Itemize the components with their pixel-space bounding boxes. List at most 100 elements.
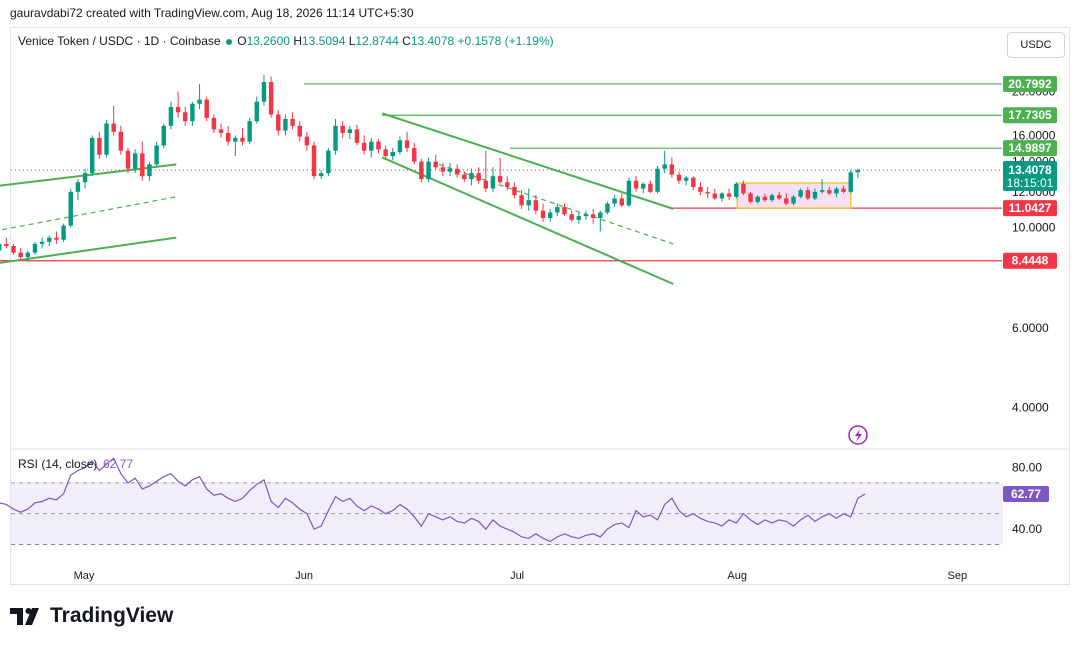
open-label: O	[237, 34, 247, 48]
candle	[734, 183, 739, 197]
candle	[691, 177, 696, 187]
rsi-tick-label: 80.00	[1012, 460, 1042, 474]
candle	[540, 210, 546, 218]
rsi-tick-label: 40.00	[1012, 522, 1042, 536]
lightning-glyph	[855, 429, 862, 442]
market-status-dot	[225, 38, 232, 45]
candle	[75, 182, 81, 192]
trendline	[0, 236, 177, 264]
candle	[791, 196, 796, 204]
bar-countdown-label: 18:15:01	[1007, 176, 1054, 190]
rsi-line	[0, 457, 866, 543]
price-tick-label: 6.0000	[1012, 321, 1049, 335]
candle	[254, 101, 260, 122]
candle	[268, 82, 274, 115]
trendline	[0, 163, 177, 187]
close-label: C	[402, 34, 411, 48]
candle	[197, 99, 202, 104]
candle	[82, 173, 88, 183]
candle	[712, 193, 718, 199]
level-price-tag	[1003, 107, 1057, 124]
candle	[776, 195, 782, 199]
candle	[633, 180, 639, 189]
high-label: H	[293, 34, 302, 48]
candle	[834, 188, 839, 194]
candle	[326, 150, 331, 174]
candle	[619, 198, 624, 206]
candle	[705, 191, 710, 194]
candle	[168, 106, 174, 126]
candle	[433, 161, 438, 168]
candle	[719, 193, 725, 199]
candle	[519, 195, 524, 206]
candle	[333, 125, 338, 151]
candle	[769, 195, 775, 201]
low-label: L	[348, 34, 356, 48]
candle	[233, 137, 238, 142]
candle	[505, 182, 510, 187]
trendline	[381, 156, 674, 285]
candle	[397, 140, 403, 153]
symbol-title[interactable]: Venice Token / USDC · 1D · Coinbase	[18, 34, 221, 48]
level-price-label: 14.9897	[1008, 141, 1052, 155]
level-price-tag	[1003, 200, 1057, 217]
level-price-label: 20.7992	[1008, 77, 1052, 91]
level-price-label: 17.7305	[1008, 108, 1052, 122]
candle	[562, 207, 567, 215]
candle	[47, 237, 52, 242]
level-price-tag	[1003, 252, 1057, 269]
candle	[569, 214, 574, 220]
candle	[25, 252, 31, 258]
time-axis-label: Sep	[948, 570, 968, 582]
consolidation-box	[736, 182, 852, 209]
low-value: 12.8744	[355, 34, 399, 48]
candle	[97, 137, 102, 155]
candle	[311, 145, 317, 177]
candle	[283, 118, 288, 131]
candle	[154, 145, 159, 165]
chart-credit: gauravdabi72 created with TradingView.co…	[10, 6, 414, 20]
candle	[369, 141, 374, 151]
candle	[175, 106, 181, 113]
candle	[132, 153, 138, 169]
time-axis-label: May	[74, 570, 95, 582]
candle	[841, 188, 846, 192]
candle	[111, 123, 116, 132]
candle	[819, 190, 825, 192]
candle	[726, 193, 732, 197]
candle	[39, 241, 45, 244]
candle	[748, 193, 753, 202]
candle	[11, 246, 16, 253]
rsi-legend-value: 62.77	[103, 457, 133, 471]
level-price-label: 8.4448	[1012, 254, 1049, 268]
close-value: 13.4078	[410, 34, 455, 48]
candle	[576, 216, 582, 220]
candle	[812, 191, 818, 199]
candle	[669, 164, 675, 175]
candle	[218, 129, 224, 133]
candle	[426, 161, 431, 180]
time-axis-label: Jun	[295, 570, 313, 582]
candle	[490, 176, 496, 189]
candle	[390, 152, 395, 157]
chart-frame	[10, 27, 1070, 585]
candle	[784, 198, 789, 204]
price-tick-label: 4.0000	[1012, 400, 1049, 414]
candle	[18, 252, 23, 258]
candle	[662, 164, 667, 169]
candle	[440, 167, 446, 172]
candle	[125, 150, 131, 169]
candle	[247, 121, 252, 142]
candle	[89, 137, 95, 174]
candle	[412, 148, 417, 162]
rsi-value-tag-label: 62.77	[1011, 487, 1041, 501]
candle	[798, 190, 803, 197]
candle	[762, 196, 768, 201]
candle	[211, 117, 217, 130]
trendline	[381, 112, 674, 210]
candle	[276, 114, 281, 131]
candle	[68, 191, 73, 226]
currency-button[interactable]: USDC	[1007, 32, 1065, 58]
candle	[805, 190, 811, 199]
